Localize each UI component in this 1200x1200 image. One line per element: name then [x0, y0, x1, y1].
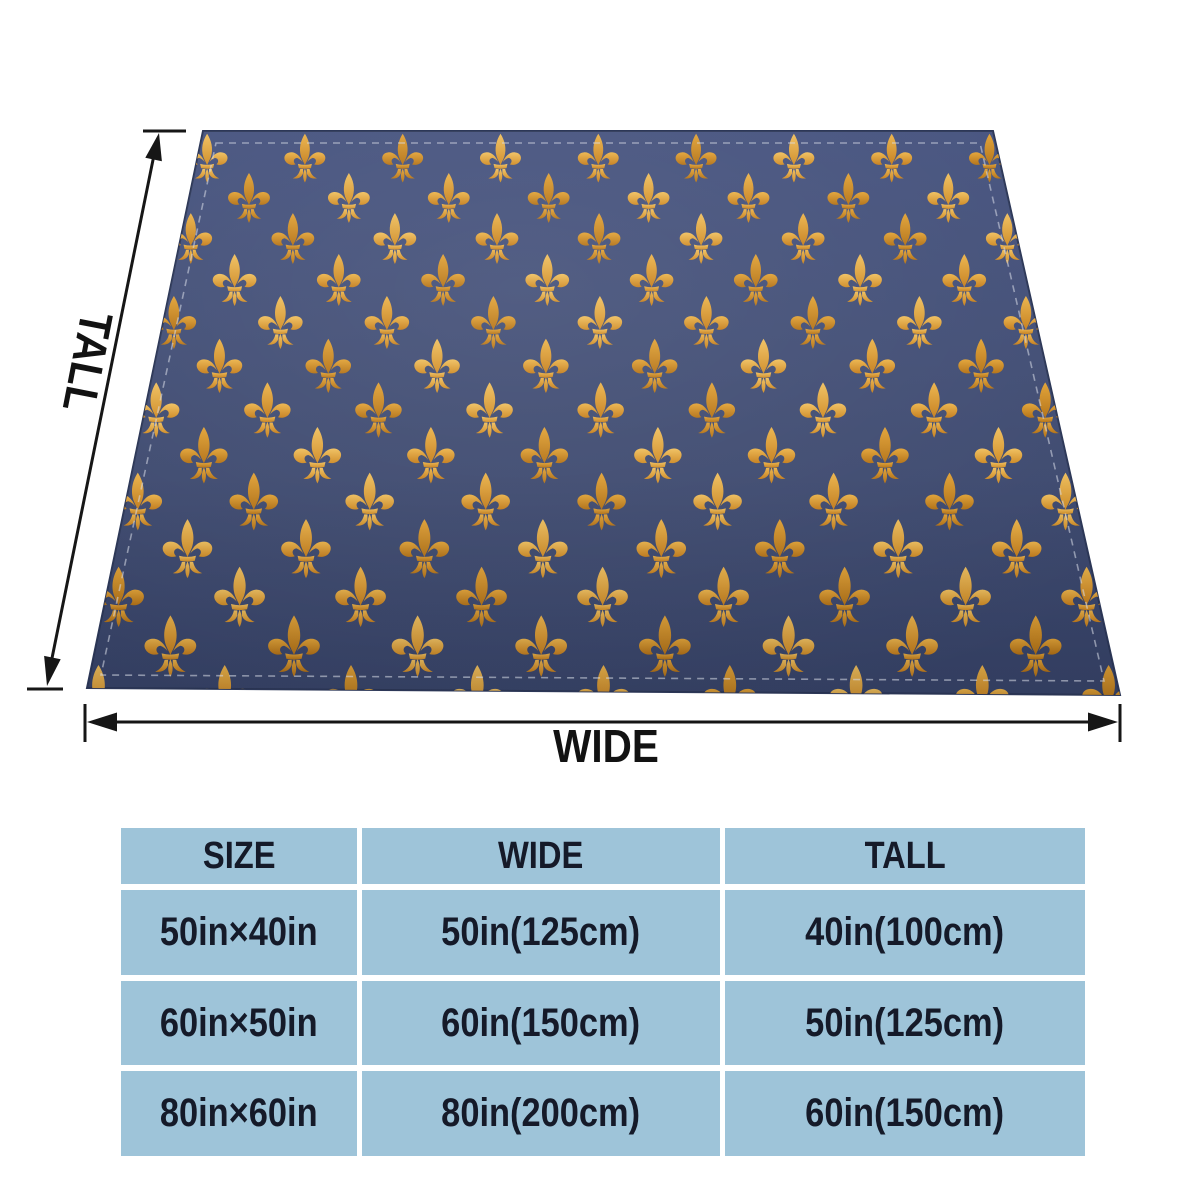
hem-stitch-line: [100, 142, 1106, 682]
wide-dimension-arrow: [83, 704, 1122, 742]
tall-dimension-arrow: [27, 129, 186, 691]
col-header-size: SIZE: [121, 828, 357, 884]
size-chart-table: SIZE WIDE TALL 50in×40in 50in(125cm) 40i…: [121, 828, 1085, 1156]
table-cell-tall-1: 40in(100cm): [725, 890, 1085, 975]
table-cell-wide-1: 50in(125cm): [362, 890, 720, 975]
blanket: [85, 130, 1122, 697]
col-header-tall: TALL: [725, 828, 1085, 884]
table-cell-size-1: 50in×40in: [121, 890, 357, 975]
table-cell-tall-3: 60in(150cm): [725, 1071, 1085, 1156]
table-cell-tall-2: 50in(125cm): [725, 981, 1085, 1065]
table-cell-wide-2: 60in(150cm): [362, 981, 720, 1065]
table-cell-size-2: 60in×50in: [121, 981, 357, 1065]
col-header-wide: WIDE: [362, 828, 720, 884]
table-cell-size-3: 80in×60in: [121, 1071, 357, 1156]
wide-dimension-label: WIDE: [553, 720, 659, 772]
table-cell-wide-3: 80in(200cm): [362, 1071, 720, 1156]
